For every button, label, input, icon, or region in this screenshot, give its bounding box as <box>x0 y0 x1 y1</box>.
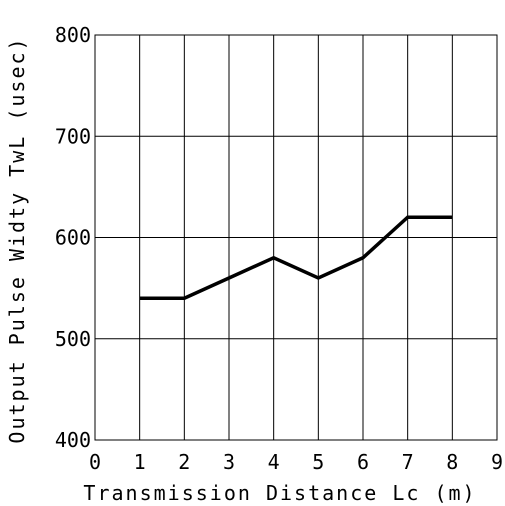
x-tick-label: 1 <box>134 450 146 474</box>
y-tick-label: 600 <box>55 226 91 250</box>
plot-border <box>94 34 498 441</box>
tick-labels: 0 1 2 3 4 5 6 7 8 9 400 500 600 700 800 <box>55 23 503 474</box>
x-tick-label: 9 <box>491 450 503 474</box>
x-tick-label: 5 <box>312 450 324 474</box>
y-axis-label: Output Pulse Widty TwL (usec) <box>5 36 29 443</box>
x-tick-label: 7 <box>402 450 414 474</box>
plot-frame <box>94 34 498 441</box>
y-tick-label: 400 <box>55 428 91 452</box>
y-tick-label: 700 <box>55 124 91 148</box>
series-line <box>139 215 453 300</box>
grid <box>95 35 497 440</box>
x-tick-label: 6 <box>357 450 369 474</box>
x-tick-label: 2 <box>178 450 190 474</box>
x-tick-label: 3 <box>223 450 235 474</box>
y-tick-label: 500 <box>55 327 91 351</box>
x-axis-label: Transmission Distance Lc (m) <box>83 481 476 505</box>
x-tick-label: 4 <box>268 450 280 474</box>
x-tick-label: 0 <box>89 450 101 474</box>
series-layer <box>139 215 453 300</box>
y-tick-label: 800 <box>55 23 91 47</box>
x-tick-label: 8 <box>446 450 458 474</box>
